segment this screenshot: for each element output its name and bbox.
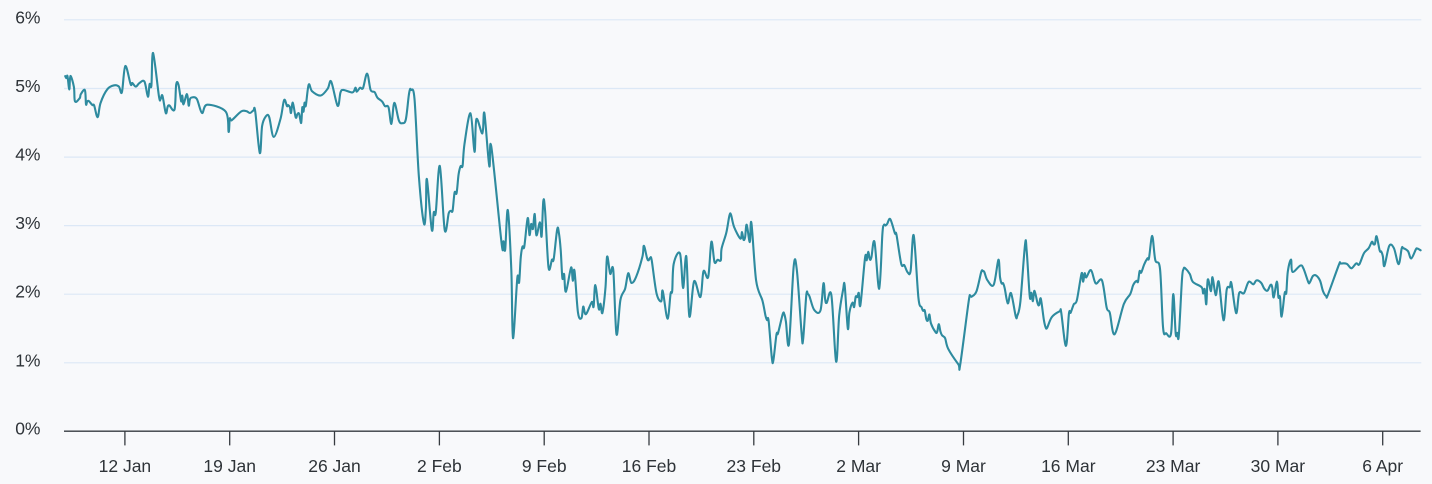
svg-text:30 Mar: 30 Mar <box>1251 456 1306 476</box>
svg-text:5%: 5% <box>15 76 40 96</box>
svg-text:12 Jan: 12 Jan <box>99 456 152 476</box>
svg-text:19 Jan: 19 Jan <box>203 456 256 476</box>
svg-text:2 Feb: 2 Feb <box>417 456 462 476</box>
svg-text:9 Feb: 9 Feb <box>522 456 567 476</box>
svg-text:6 Apr: 6 Apr <box>1362 456 1403 476</box>
svg-text:0%: 0% <box>15 419 40 439</box>
svg-text:2%: 2% <box>15 282 40 302</box>
svg-text:23 Mar: 23 Mar <box>1146 456 1201 476</box>
svg-text:6%: 6% <box>15 7 40 27</box>
svg-text:23 Feb: 23 Feb <box>727 456 781 476</box>
svg-text:3%: 3% <box>15 213 40 233</box>
svg-text:26 Jan: 26 Jan <box>308 456 361 476</box>
svg-text:9 Mar: 9 Mar <box>941 456 986 476</box>
svg-text:4%: 4% <box>15 145 40 165</box>
svg-text:16 Mar: 16 Mar <box>1041 456 1096 476</box>
svg-text:2 Mar: 2 Mar <box>836 456 881 476</box>
svg-text:16 Feb: 16 Feb <box>622 456 676 476</box>
svg-text:1%: 1% <box>15 350 40 370</box>
